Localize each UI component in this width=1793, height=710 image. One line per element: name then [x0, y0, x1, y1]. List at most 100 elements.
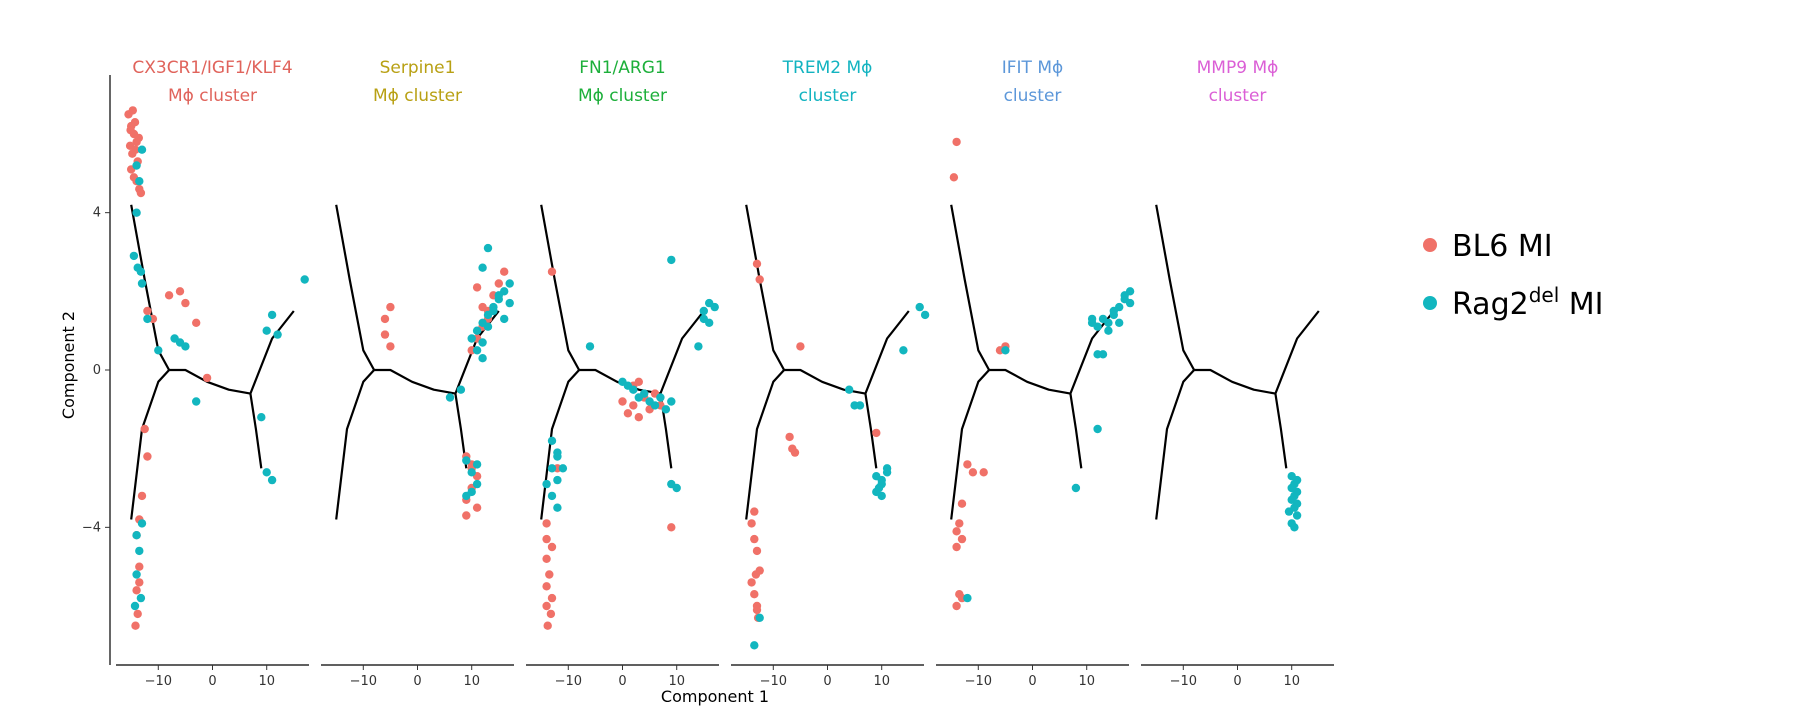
panel-title-line: Mϕ cluster	[578, 86, 667, 106]
panels-layer: CX3CR1/IGF1/KLF4 Mϕ cluster −10 0 10 Serpine1…	[116, 58, 1334, 689]
point-rag2del-mi	[1292, 475, 1302, 485]
panel-title-line: IFIT Mϕ	[1002, 58, 1063, 78]
point-bl6-mi	[547, 542, 557, 552]
point-rag2del-mi	[137, 145, 147, 154]
point-rag2del-mi	[623, 381, 633, 390]
point-bl6-mi	[634, 377, 643, 386]
point-rag2del-mi	[462, 456, 471, 465]
point-bl6-mi	[135, 578, 144, 587]
point-bl6-mi	[133, 609, 142, 619]
point-rag2del-mi	[132, 161, 141, 170]
point-bl6-mi	[140, 424, 149, 434]
point-rag2del-mi	[1087, 314, 1097, 324]
trajectory-branch	[950, 369, 990, 520]
y-axis-title: Component 2	[59, 311, 78, 419]
point-rag2del-mi	[656, 393, 665, 402]
point-rag2del-mi	[1104, 326, 1113, 335]
point-bl6-mi	[542, 582, 551, 591]
point-bl6-mi	[547, 593, 557, 603]
point-rag2del-mi	[456, 385, 466, 394]
trajectory-branch	[950, 204, 991, 371]
panel-2: Serpine1 Mϕ cluster −10 0 10	[321, 58, 514, 689]
point-rag2del-mi	[553, 475, 562, 485]
panel-title-line: cluster	[1004, 86, 1062, 106]
trajectory-branch	[1274, 393, 1288, 469]
point-bl6-mi	[542, 519, 551, 528]
point-bl6-mi	[979, 468, 988, 477]
trajectory-branch	[1274, 310, 1320, 395]
point-rag2del-mi	[667, 479, 676, 489]
panel-3: FN1/ARG1 Mϕ cluster −10 0 10	[526, 58, 719, 689]
point-rag2del-mi	[845, 385, 854, 394]
point-rag2del-mi	[478, 263, 487, 272]
x-tick-label: 10	[873, 674, 890, 689]
point-bl6-mi	[542, 554, 551, 563]
point-rag2del-mi	[483, 322, 493, 331]
legend: BL6 MI Rag2del MI	[1423, 229, 1604, 322]
point-rag2del-mi	[1290, 491, 1299, 501]
point-bl6-mi	[380, 314, 390, 324]
point-rag2del-mi	[661, 405, 671, 414]
trajectory-branch	[130, 204, 171, 371]
trajectory-branch	[1155, 369, 1195, 520]
point-rag2del-mi	[1093, 322, 1102, 331]
point-bl6-mi	[472, 503, 482, 512]
point-rag2del-mi	[445, 393, 455, 402]
point-bl6-mi	[543, 621, 552, 630]
point-rag2del-mi	[267, 310, 277, 320]
x-tick-label: −10	[965, 674, 992, 689]
trajectory-branch	[864, 393, 878, 469]
x-tick-label: 10	[1283, 674, 1300, 689]
panel-4: TREM2 Mϕ cluster −10 0 10	[731, 58, 930, 689]
point-bl6-mi	[192, 318, 201, 327]
point-bl6-mi	[130, 118, 140, 127]
point-rag2del-mi	[640, 389, 649, 398]
point-bl6-mi	[128, 106, 137, 115]
point-bl6-mi	[872, 428, 881, 438]
point-bl6-mi	[500, 267, 509, 276]
x-tick-label: 10	[1078, 674, 1095, 689]
point-rag2del-mi	[650, 401, 660, 410]
point-rag2del-mi	[181, 342, 190, 351]
panel-title-line: Mϕ cluster	[168, 86, 257, 106]
point-bl6-mi	[949, 173, 959, 182]
point-rag2del-mi	[1284, 507, 1294, 516]
x-tick-label: 0	[208, 674, 216, 689]
trajectory-branch	[335, 369, 375, 520]
point-rag2del-mi	[135, 177, 144, 186]
point-bl6-mi	[202, 373, 212, 383]
point-rag2del-mi	[1292, 511, 1302, 520]
trajectory-branch	[745, 204, 786, 371]
point-bl6-mi	[755, 275, 764, 284]
point-rag2del-mi	[585, 342, 595, 351]
point-rag2del-mi	[467, 334, 476, 343]
point-rag2del-mi	[899, 346, 908, 355]
point-bl6-mi	[462, 511, 471, 520]
trajectory-branch	[864, 310, 910, 395]
point-bl6-mi	[955, 519, 964, 528]
point-rag2del-mi	[920, 310, 930, 320]
point-bl6-mi	[752, 546, 762, 556]
point-rag2del-mi	[963, 593, 972, 603]
point-bl6-mi	[952, 137, 961, 147]
panel-title-line: CX3CR1/IGF1/KLF4	[132, 58, 292, 78]
y-tick-label: 4	[93, 206, 101, 221]
y-tick-label: 0	[93, 363, 101, 378]
panel-title-line: TREM2 Mϕ	[782, 58, 873, 78]
trajectory-branch	[540, 369, 580, 520]
point-bl6-mi	[747, 519, 756, 528]
panel-6: MMP9 Mϕ cluster −10 0 10	[1141, 58, 1334, 689]
point-rag2del-mi	[505, 279, 514, 288]
point-bl6-mi	[131, 145, 140, 154]
point-rag2del-mi	[710, 302, 719, 312]
point-bl6-mi	[380, 330, 390, 339]
point-bl6-mi	[957, 499, 967, 508]
point-rag2del-mi	[667, 255, 676, 265]
legend-swatch	[1423, 296, 1437, 310]
point-bl6-mi	[164, 291, 174, 300]
x-axis-title: Component 1	[661, 687, 769, 706]
point-rag2del-mi	[462, 491, 471, 501]
x-tick-label: −10	[1170, 674, 1197, 689]
point-bl6-mi	[750, 507, 759, 516]
